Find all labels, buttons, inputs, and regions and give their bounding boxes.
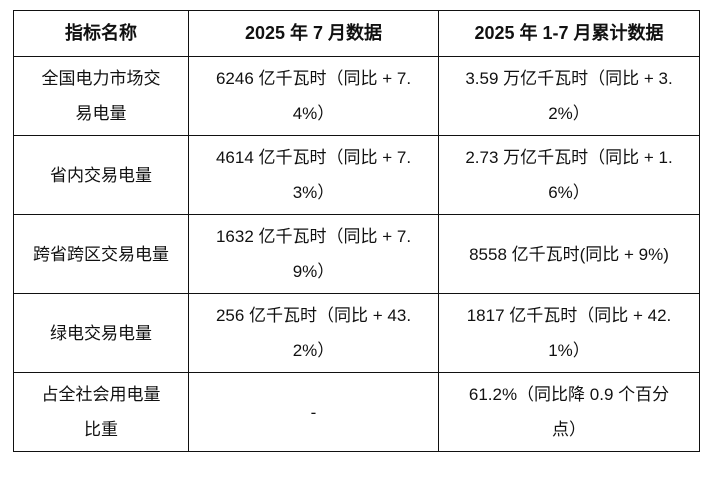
indicator-name: 全国电力市场交易电量	[13, 56, 189, 136]
header-indicator: 指标名称	[13, 10, 189, 57]
indicator-name: 跨省跨区交易电量	[13, 214, 189, 294]
cumulative-value: 3.59 万亿千瓦时（同比 + 3.2%）	[438, 56, 700, 136]
indicator-name: 省内交易电量	[13, 135, 189, 215]
july-value: -	[188, 372, 439, 452]
july-value: 1632 亿千瓦时（同比 + 7.9%）	[188, 214, 439, 294]
table-row: 绿电交易电量 256 亿千瓦时（同比 + 43.2%） 1817 亿千瓦时（同比…	[13, 293, 700, 373]
data-table: 指标名称 2025 年 7 月数据 2025 年 1-7 月累计数据 全国电力市…	[13, 10, 700, 452]
table-row: 跨省跨区交易电量 1632 亿千瓦时（同比 + 7.9%） 8558 亿千瓦时(…	[13, 214, 700, 294]
cumulative-value: 61.2%（同比降 0.9 个百分点）	[438, 372, 700, 452]
july-value: 6246 亿千瓦时（同比 + 7.4%）	[188, 56, 439, 136]
table-row: 全国电力市场交易电量 6246 亿千瓦时（同比 + 7.4%） 3.59 万亿千…	[13, 56, 700, 136]
cumulative-value: 8558 亿千瓦时(同比 + 9%)	[438, 214, 700, 294]
table-row: 占全社会用电量比重 - 61.2%（同比降 0.9 个百分点）	[13, 372, 700, 452]
indicator-name: 绿电交易电量	[13, 293, 189, 373]
july-value: 4614 亿千瓦时（同比 + 7.3%）	[188, 135, 439, 215]
indicator-name: 占全社会用电量比重	[13, 372, 189, 452]
header-cumulative: 2025 年 1-7 月累计数据	[438, 10, 700, 57]
july-value: 256 亿千瓦时（同比 + 43.2%）	[188, 293, 439, 373]
header-july: 2025 年 7 月数据	[188, 10, 439, 57]
table-row: 省内交易电量 4614 亿千瓦时（同比 + 7.3%） 2.73 万亿千瓦时（同…	[13, 135, 700, 215]
cumulative-value: 1817 亿千瓦时（同比 + 42.1%）	[438, 293, 700, 373]
header-row: 指标名称 2025 年 7 月数据 2025 年 1-7 月累计数据	[13, 10, 700, 57]
cumulative-value: 2.73 万亿千瓦时（同比 + 1.6%）	[438, 135, 700, 215]
